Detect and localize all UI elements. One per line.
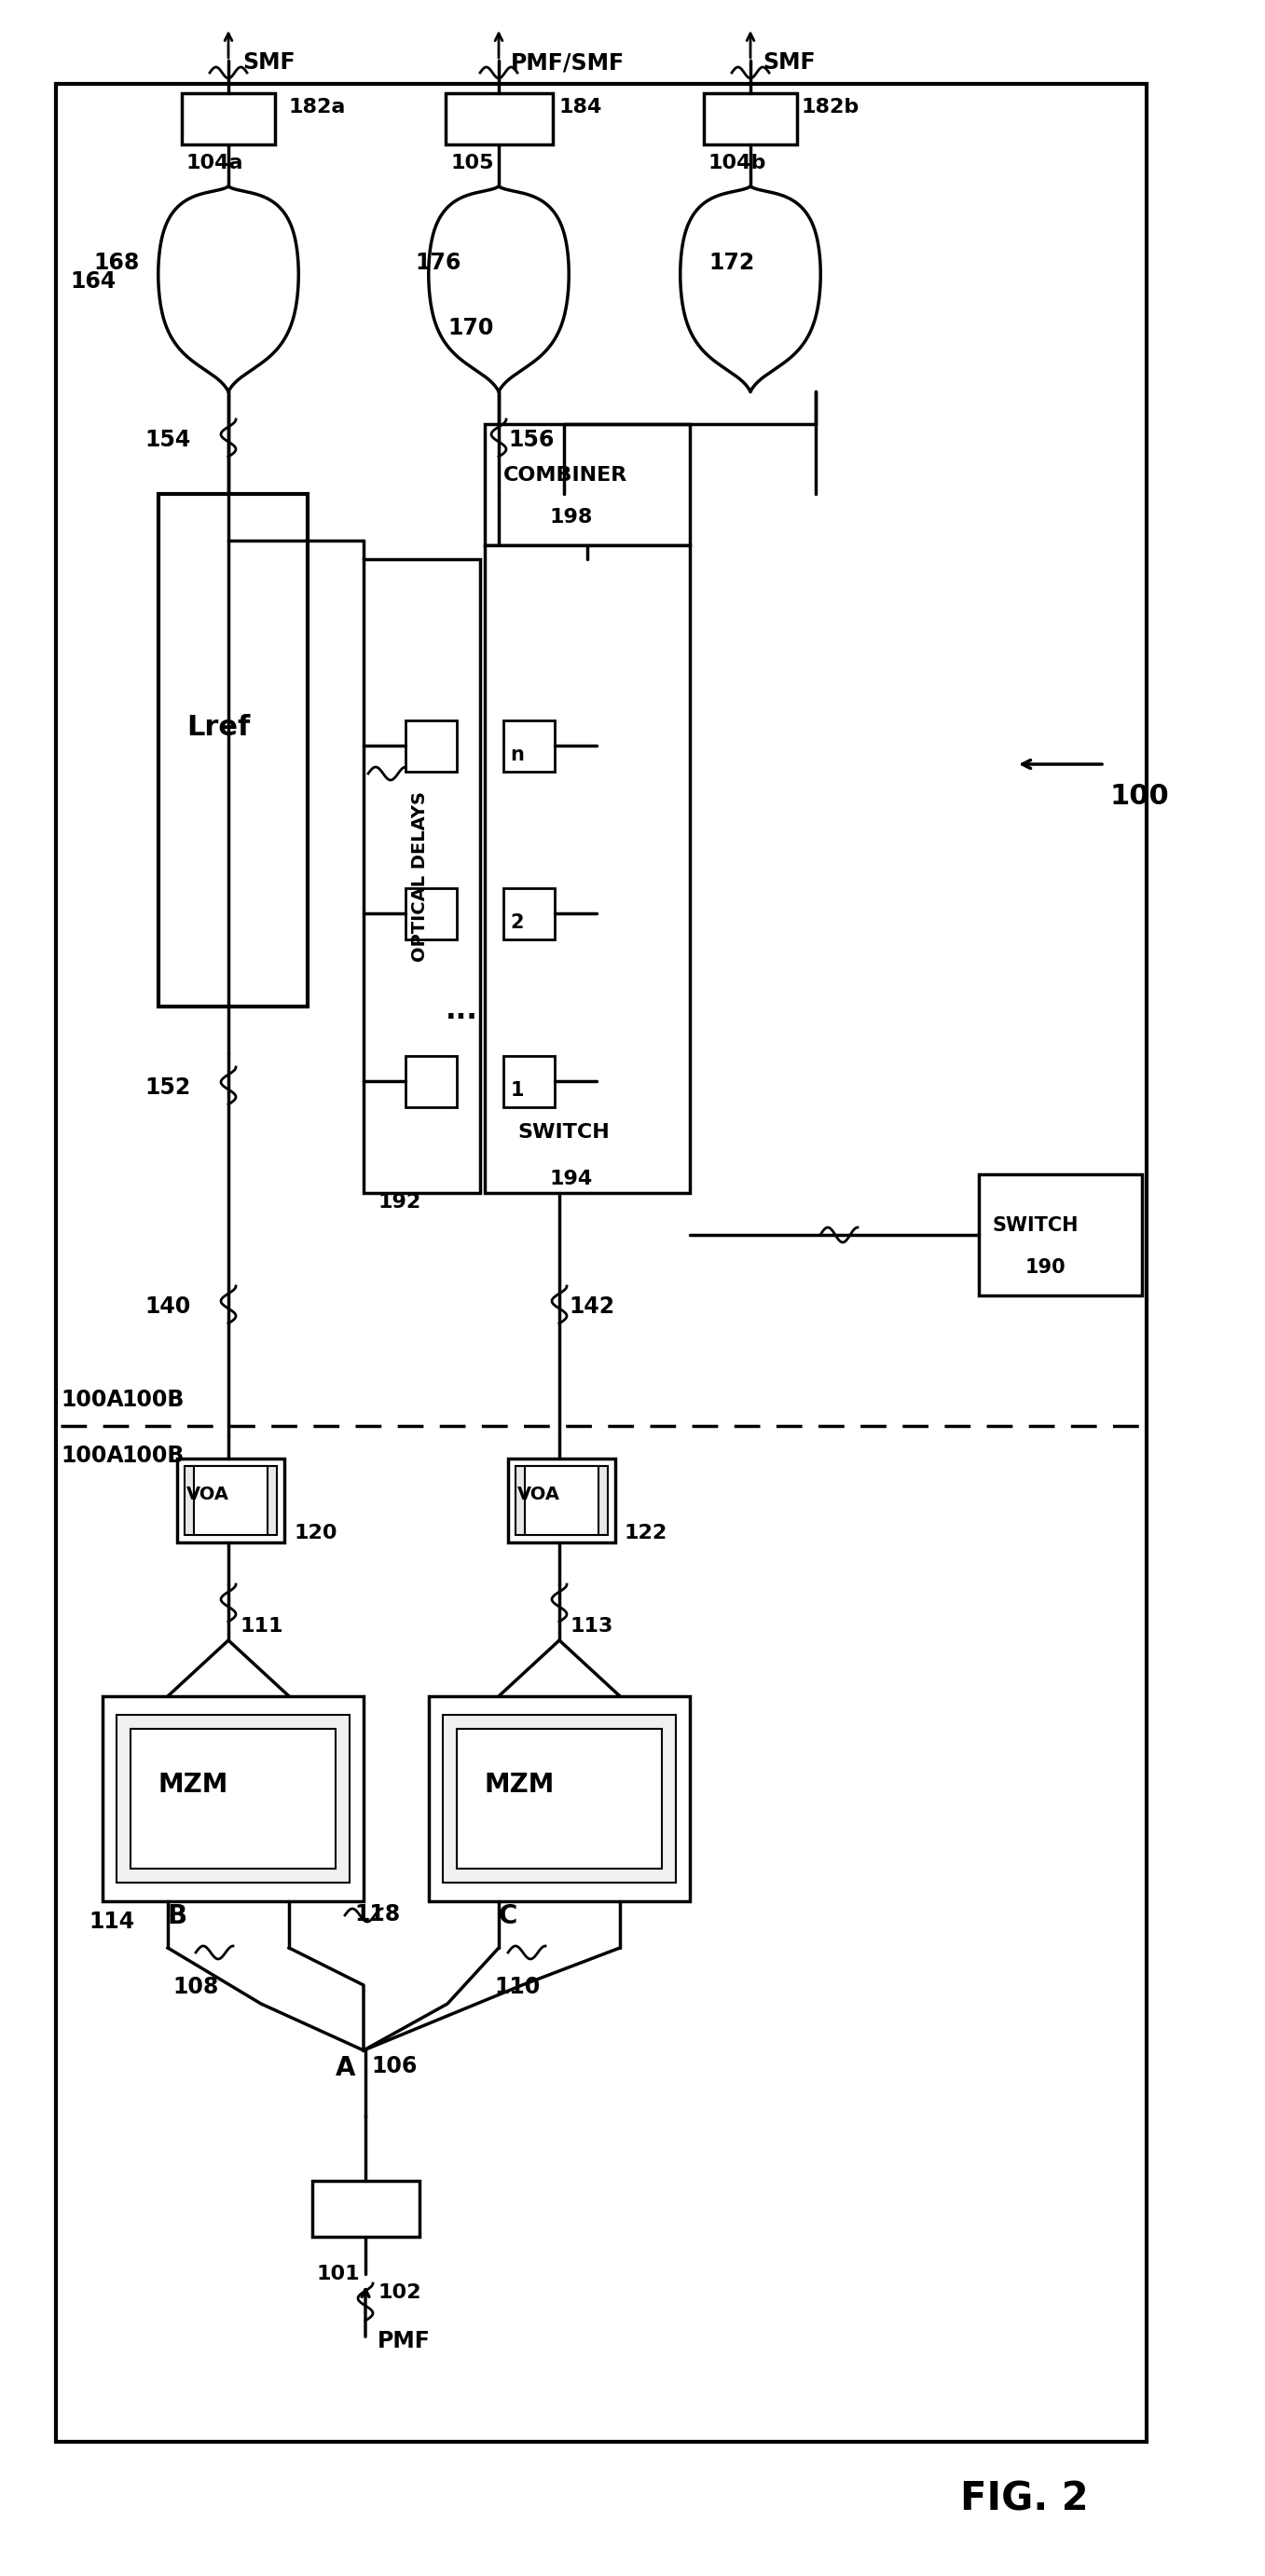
Bar — [457, 1728, 662, 1868]
Text: 100: 100 — [1109, 783, 1169, 809]
Text: 182b: 182b — [802, 98, 860, 116]
Text: ...: ... — [445, 997, 478, 1025]
Text: 113: 113 — [571, 1618, 614, 1636]
Bar — [130, 1728, 335, 1868]
Bar — [503, 721, 554, 773]
Text: 198: 198 — [550, 507, 593, 526]
Text: 100A: 100A — [61, 1388, 124, 1412]
Text: 118: 118 — [354, 1904, 400, 1924]
Bar — [177, 1458, 285, 1543]
Bar — [102, 1695, 363, 1901]
Text: 182a: 182a — [288, 98, 347, 116]
Text: 164: 164 — [70, 270, 116, 294]
Text: 190: 190 — [1026, 1257, 1066, 1278]
Text: 100B: 100B — [121, 1388, 183, 1412]
Text: OPTICAL DELAYS: OPTICAL DELAYS — [411, 791, 429, 961]
Bar — [312, 2182, 420, 2236]
Text: 106: 106 — [371, 2056, 417, 2076]
Text: 1: 1 — [511, 1082, 524, 1100]
Bar — [525, 1466, 598, 1535]
Bar — [503, 889, 554, 940]
Bar — [516, 1466, 607, 1535]
Bar — [194, 1466, 267, 1535]
Text: 120: 120 — [293, 1525, 336, 1543]
Text: 104b: 104b — [708, 155, 767, 173]
Bar — [56, 85, 1146, 2442]
Text: 140: 140 — [144, 1296, 191, 1319]
Bar — [363, 559, 481, 1193]
Text: PMF/SMF: PMF/SMF — [511, 52, 625, 75]
Text: COMBINER: COMBINER — [503, 466, 627, 484]
Text: SMF: SMF — [763, 52, 816, 75]
Text: MZM: MZM — [158, 1772, 229, 1798]
Bar — [429, 1695, 689, 1901]
Text: SWITCH: SWITCH — [517, 1123, 610, 1141]
Text: 111: 111 — [240, 1618, 283, 1636]
Text: 172: 172 — [708, 252, 754, 273]
Bar — [484, 425, 689, 546]
Bar — [158, 495, 307, 1007]
Text: 142: 142 — [569, 1296, 615, 1319]
Text: 105: 105 — [450, 155, 493, 173]
Text: 101: 101 — [318, 2264, 361, 2282]
Text: 152: 152 — [144, 1077, 191, 1100]
Text: 2: 2 — [511, 914, 524, 933]
Text: C: C — [498, 1904, 517, 1929]
Bar — [503, 1056, 554, 1108]
Text: VOA: VOA — [517, 1486, 560, 1502]
Bar — [445, 93, 553, 144]
Text: 170: 170 — [448, 317, 493, 340]
Text: 194: 194 — [550, 1170, 593, 1188]
Text: 108: 108 — [172, 1976, 219, 1999]
Text: FIG. 2: FIG. 2 — [960, 2478, 1088, 2519]
Text: 156: 156 — [509, 428, 554, 451]
Text: 168: 168 — [94, 252, 139, 273]
Bar — [979, 1175, 1142, 1296]
Text: 100B: 100B — [121, 1445, 183, 1466]
Text: 100A: 100A — [61, 1445, 124, 1466]
Text: 114: 114 — [89, 1911, 134, 1932]
Text: 192: 192 — [377, 1193, 421, 1211]
Bar — [406, 889, 457, 940]
Bar — [116, 1716, 349, 1883]
Text: 176: 176 — [415, 252, 460, 273]
Bar — [182, 93, 275, 144]
Bar — [443, 1716, 676, 1883]
Text: Lref: Lref — [186, 714, 250, 739]
Text: SMF: SMF — [243, 52, 295, 75]
Text: 104a: 104a — [186, 155, 244, 173]
Bar — [484, 546, 689, 1193]
Text: VOA: VOA — [186, 1486, 229, 1502]
Text: PMF: PMF — [377, 2329, 430, 2352]
Text: n: n — [511, 744, 524, 765]
Bar — [406, 721, 457, 773]
Text: MZM: MZM — [484, 1772, 555, 1798]
Text: 154: 154 — [144, 428, 191, 451]
Bar — [703, 93, 797, 144]
Text: 102: 102 — [377, 2282, 421, 2303]
Text: SWITCH: SWITCH — [993, 1216, 1079, 1234]
Text: 184: 184 — [559, 98, 602, 116]
Bar — [185, 1466, 277, 1535]
Text: B: B — [168, 1904, 187, 1929]
Bar — [509, 1458, 615, 1543]
Text: 110: 110 — [495, 1976, 540, 1999]
Bar — [406, 1056, 457, 1108]
Text: A: A — [335, 2056, 355, 2081]
Text: 122: 122 — [625, 1525, 668, 1543]
